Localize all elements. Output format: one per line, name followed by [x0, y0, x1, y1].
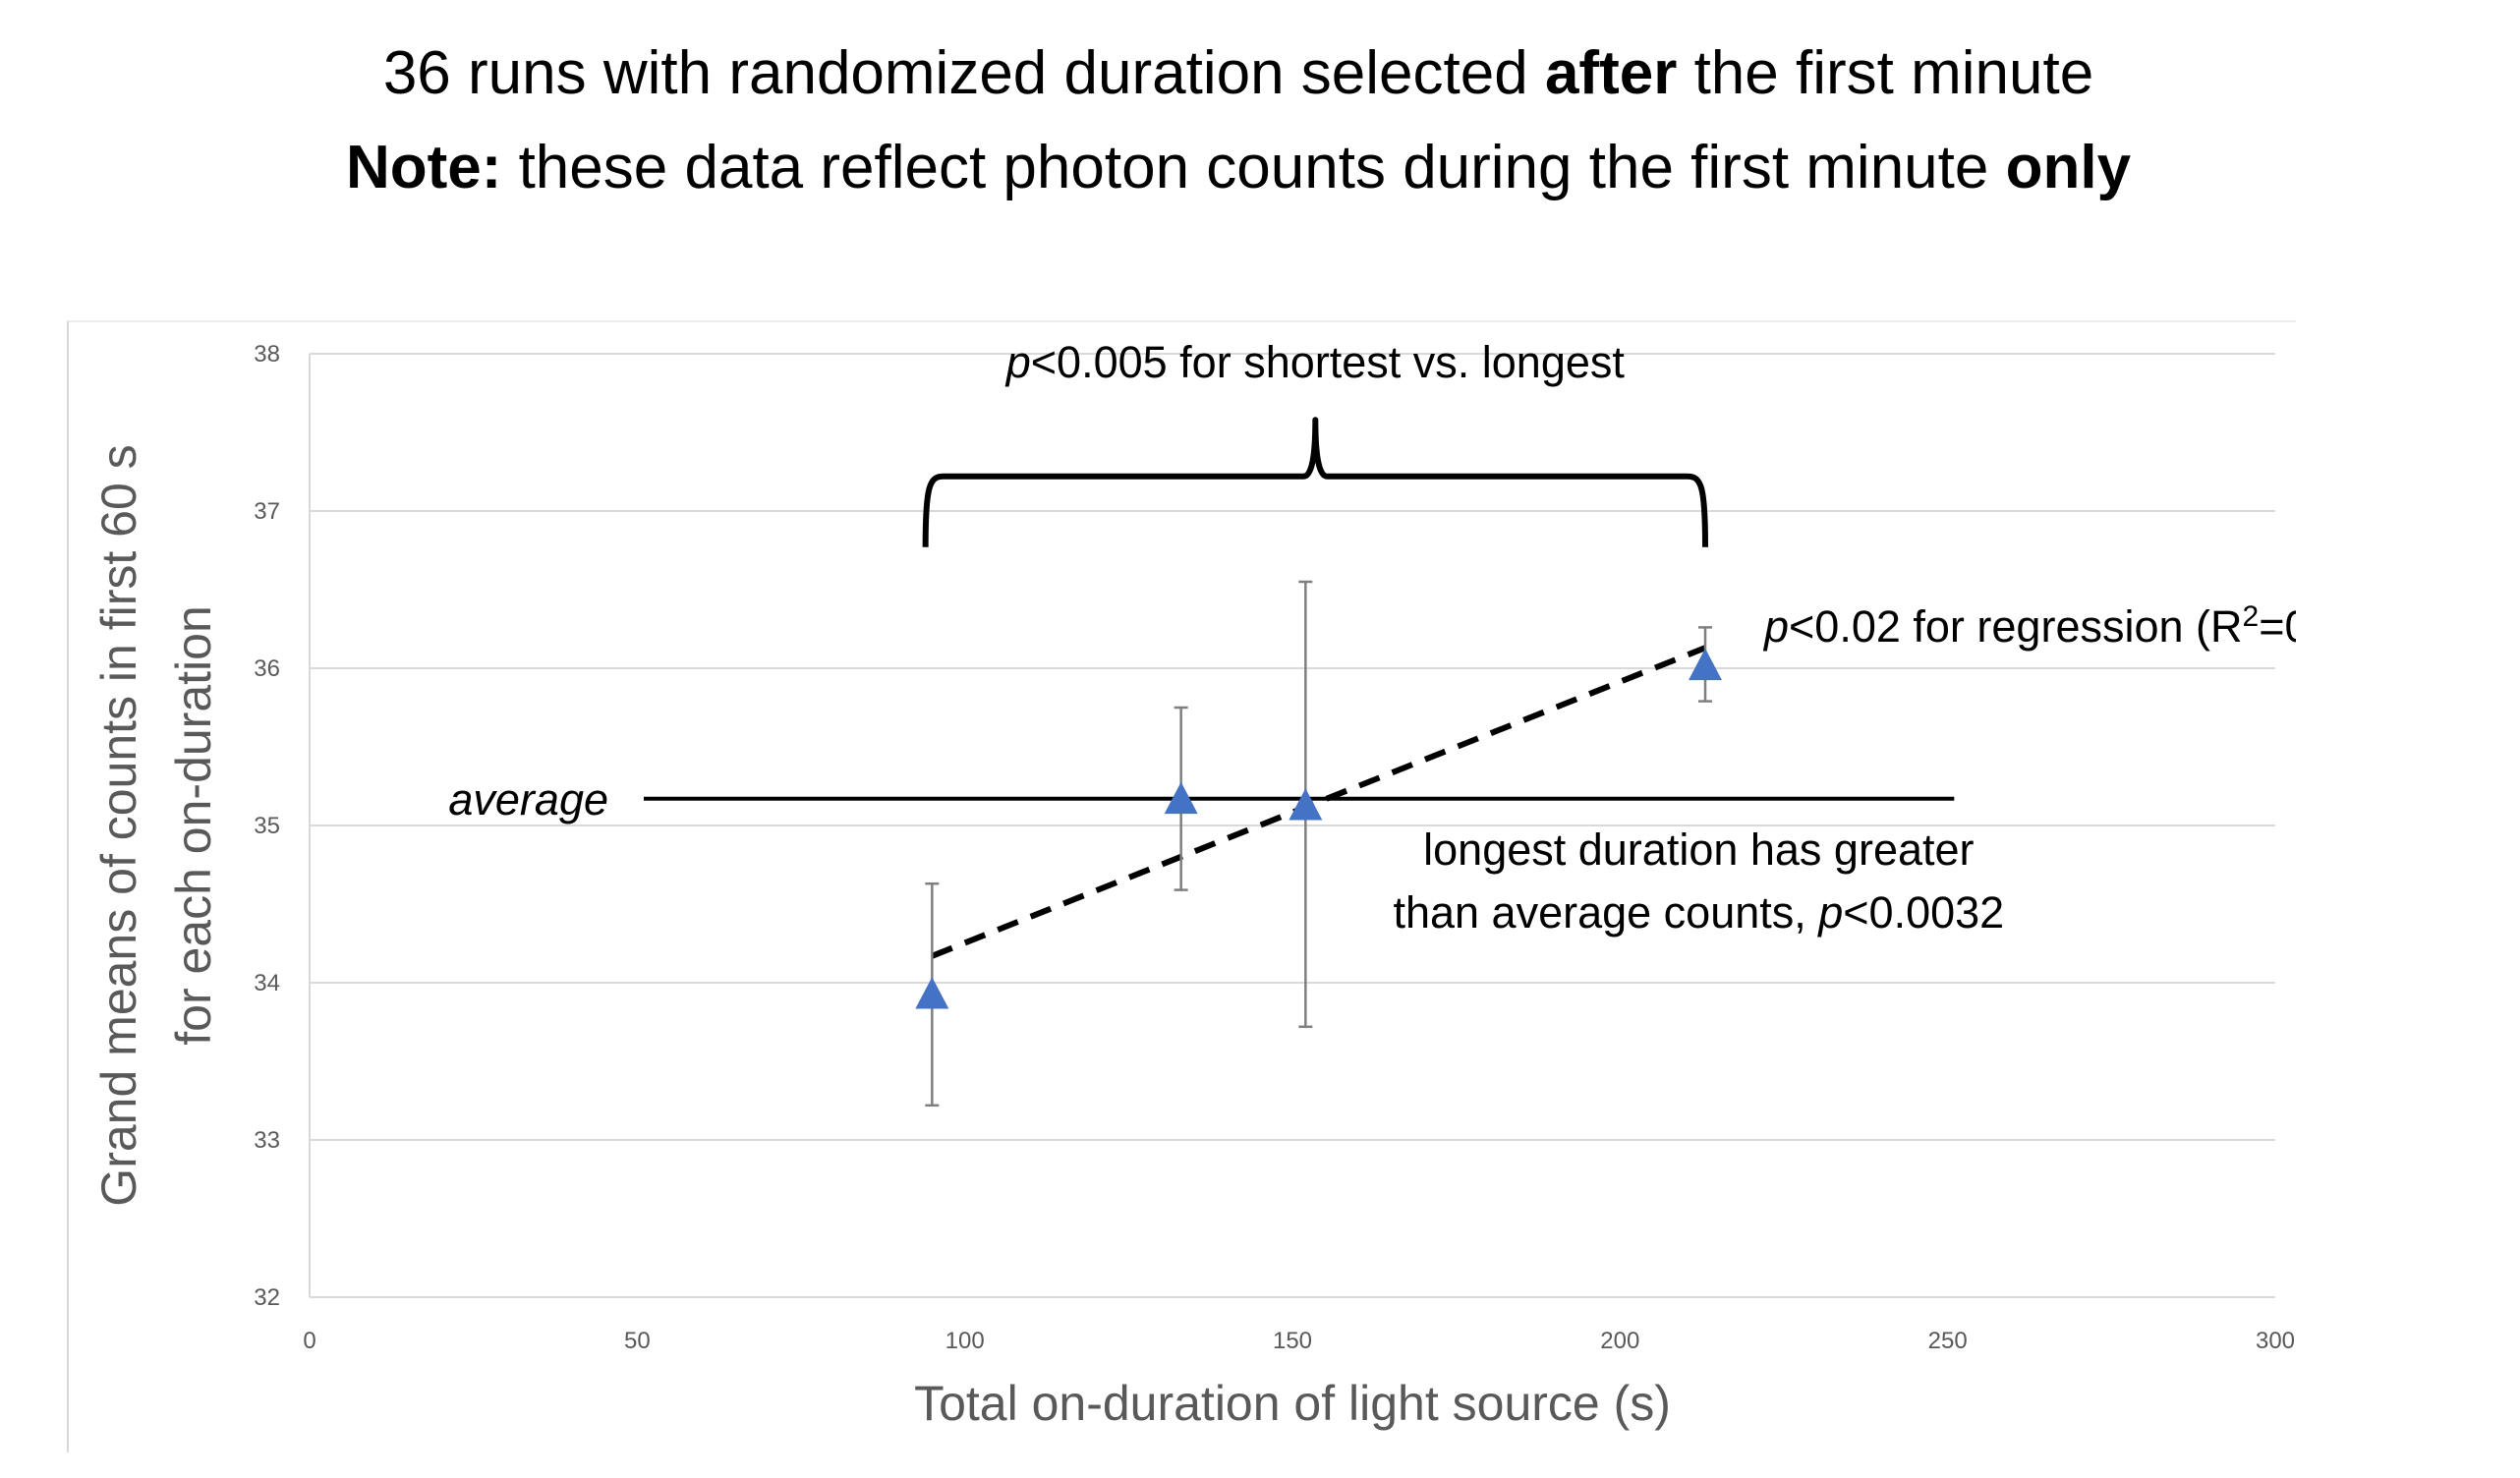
x-tick-label-100: 100	[945, 1328, 985, 1354]
chart-title-line-1: 36 runs with randomized duration selecte…	[0, 43, 2477, 104]
title2-mid: these data reflect photon counts during …	[501, 134, 2006, 201]
longest-line2-post: <0.0032	[1843, 887, 2004, 938]
x-tick-label-0: 0	[303, 1328, 315, 1354]
regression-superscript: 2	[2243, 600, 2260, 633]
y-tick-label-33: 33	[254, 1127, 280, 1154]
chart-area: 32 33 34 35 36 37 38 0 50 100 150 200 250 300 Grand …	[67, 320, 2296, 1452]
y-tick-label-35: 35	[254, 813, 280, 839]
gridlines	[309, 353, 2275, 1298]
scatter-chart: 32 33 34 35 36 37 38 0 50 100 150 200 250 300 Grand …	[91, 337, 2296, 1431]
data-point-triangle-3	[1689, 648, 1722, 681]
data-markers	[915, 648, 1722, 1009]
x-tick-label-200: 200	[1600, 1328, 1639, 1354]
x-tick-labels: 0 50 100 150 200 250 300	[303, 1328, 2295, 1354]
bracket-p-value-label: p<0.005 for shortest vs. longest	[1004, 337, 1626, 387]
title2-bold-note: Note:	[345, 134, 502, 201]
x-tick-label-250: 250	[1928, 1328, 1968, 1354]
title1-post: the first minute	[1677, 39, 2094, 107]
y-tick-labels: 32 33 34 35 36 37 38	[254, 341, 280, 1311]
y-tick-label-38: 38	[254, 341, 280, 368]
chart-title-line-2: Note: these data reflect photon counts d…	[0, 138, 2477, 199]
y-tick-label-37: 37	[254, 498, 280, 525]
longest-line2-pre: than average counts,	[1393, 887, 1818, 938]
x-tick-label-300: 300	[2256, 1328, 2295, 1354]
y-tick-label-32: 32	[254, 1284, 280, 1311]
x-axis-title: Total on-duration of light source (s)	[914, 1376, 1671, 1431]
regression-p: p	[1762, 601, 1789, 652]
title1-pre: 36 runs with randomized duration selecte…	[382, 39, 1545, 107]
regression-p-value-label: p<0.02 for regression (R2=0.169)	[1762, 600, 2296, 652]
longest-duration-label-line-2: than average counts, p<0.0032	[1393, 887, 2004, 938]
data-point-triangle-0	[915, 977, 949, 1009]
title1-bold: after	[1544, 39, 1678, 107]
regression-text: <0.02 for regression (R	[1789, 601, 2242, 652]
x-tick-label-150: 150	[1273, 1328, 1312, 1354]
data-point-triangle-2	[1289, 788, 1323, 821]
bracket-p: p	[1004, 337, 1031, 387]
longest-duration-label-line-1: longest duration has greater	[1423, 824, 1974, 875]
title2-bold-only: only	[2005, 134, 2132, 201]
regression-line	[931, 645, 1707, 959]
data-point-triangle-1	[1164, 781, 1198, 815]
significance-bracket	[922, 417, 1708, 547]
average-label: average	[448, 774, 608, 824]
bracket-text: <0.005 for shortest vs. longest	[1031, 337, 1626, 387]
y-tick-label-36: 36	[254, 655, 280, 682]
regression-text-tail: =0.169)	[2259, 601, 2296, 652]
y-axis-title-line-1: Grand means of counts in first 60 s	[91, 444, 146, 1206]
longest-line2-p: p	[1816, 887, 1843, 938]
x-tick-label-50: 50	[624, 1328, 651, 1354]
y-tick-label-34: 34	[254, 970, 280, 996]
y-axis-title-line-2: for each on-duration	[166, 605, 221, 1046]
